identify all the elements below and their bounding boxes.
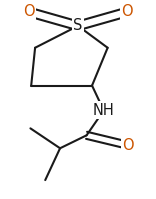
Text: O: O: [122, 138, 134, 153]
Text: O: O: [121, 4, 133, 20]
Text: O: O: [23, 4, 35, 20]
Text: NH: NH: [93, 103, 115, 118]
Text: S: S: [73, 18, 83, 33]
